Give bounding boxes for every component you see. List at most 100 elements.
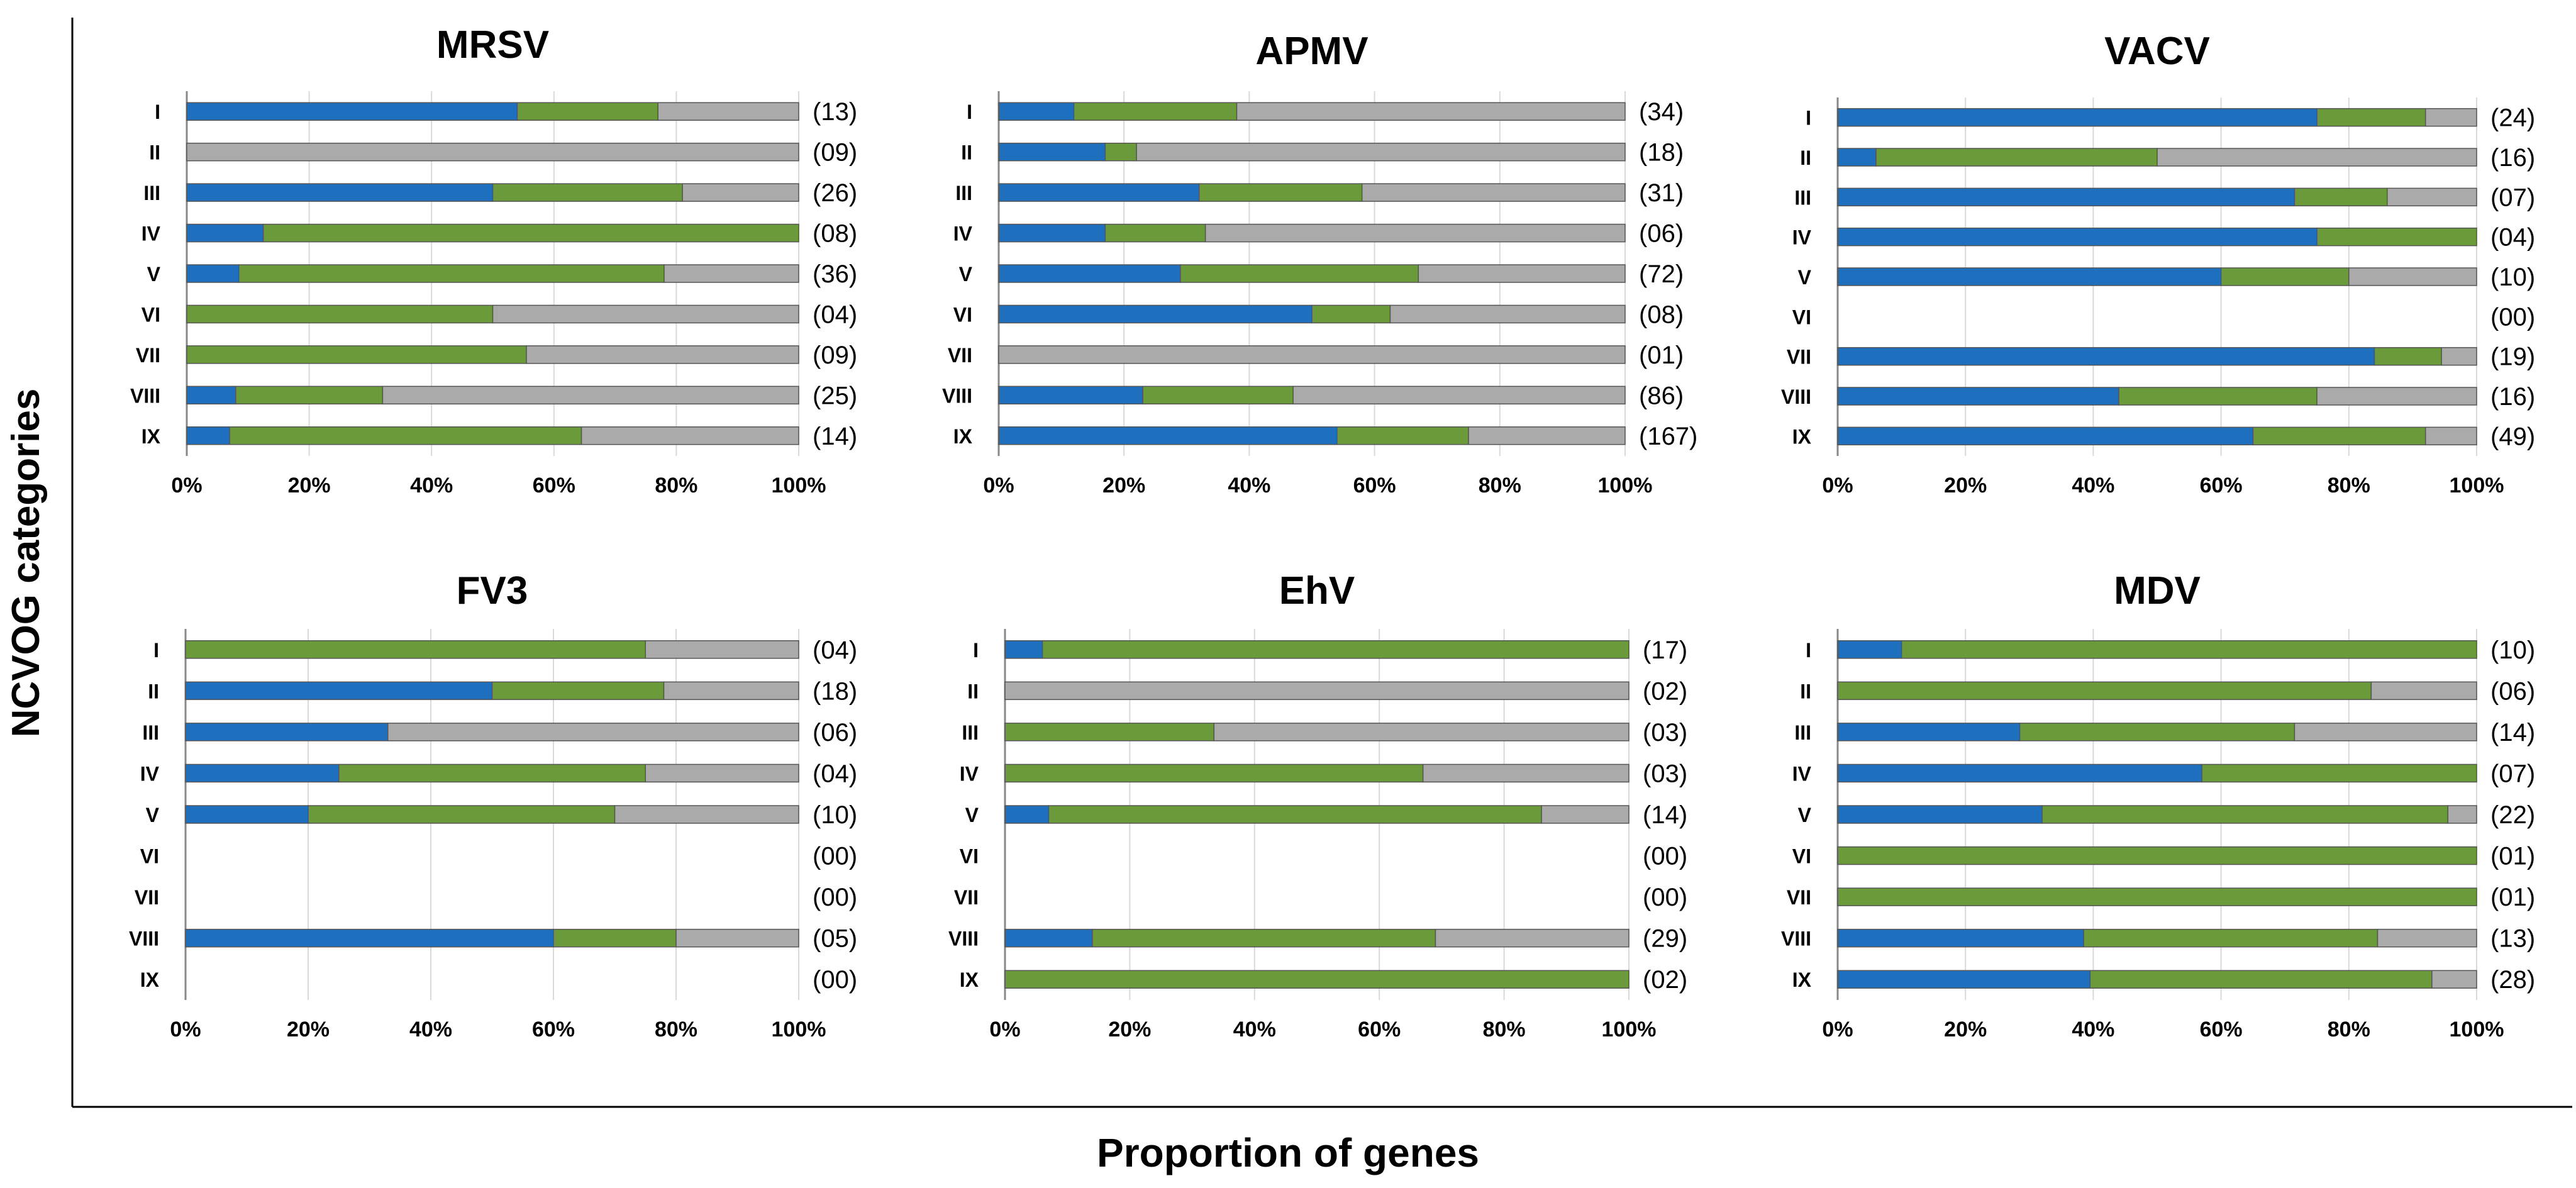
x-tick-label: 100%	[1598, 474, 1653, 497]
bar-segment-blue	[998, 102, 1075, 121]
count-label: (36)	[813, 260, 857, 288]
bar-segment-gray	[2316, 387, 2477, 406]
x-tick-label: 0%	[170, 1018, 201, 1041]
count-label: (28)	[2490, 966, 2535, 994]
y-tick-label: III	[142, 721, 159, 744]
bar-segment-gray	[1136, 142, 1626, 162]
bar-segment-green	[238, 264, 665, 283]
chart-panel-ehv: EhV 0% 20% 40% 60% 80% 100% I (17) II (02) III (03) I…	[948, 569, 1687, 1041]
x-tick-label: 100%	[2450, 474, 2504, 497]
count-label: (14)	[2490, 719, 2535, 747]
bar-segment-green	[308, 805, 616, 824]
bar-segment-green	[1311, 304, 1391, 324]
y-tick-label: VI	[1792, 306, 1811, 328]
chart-title: MRSV	[436, 23, 549, 67]
bar-segment-green	[1837, 846, 2477, 865]
bar-segment-blue	[998, 426, 1338, 445]
bar-segment-green	[2201, 763, 2477, 783]
x-tick-label: 60%	[2200, 1018, 2243, 1041]
y-tick-label: V	[146, 804, 160, 826]
y-tick-label: VII	[1787, 346, 1811, 369]
chart-panel-apmv: APMV 0% 20% 40% 60% 80% 100% I (34) II (18) III (31)…	[942, 30, 1697, 497]
x-tick-label: 100%	[772, 474, 826, 497]
bar-segment-gray	[2370, 681, 2477, 701]
bar-segment-green	[1104, 223, 1206, 243]
y-tick-label: IX	[140, 969, 160, 991]
bar-segment-green	[186, 345, 527, 364]
bar-segment-blue	[1004, 928, 1093, 948]
count-label: (04)	[813, 636, 857, 664]
count-label: (04)	[2490, 224, 2535, 252]
y-tick-label: IX	[953, 425, 973, 448]
bar-segment-blue	[998, 304, 1313, 324]
bar-segment-blue	[185, 723, 389, 741]
count-label: (03)	[1643, 719, 1687, 747]
count-label: (09)	[813, 139, 857, 167]
bar-segment-blue	[185, 928, 554, 948]
bar-segment-green	[1004, 763, 1424, 783]
figure-xlabel: Proportion of genes	[1097, 1130, 1479, 1175]
bar-segment-green	[1901, 640, 2477, 659]
bar-segment-blue	[998, 223, 1106, 243]
count-label: (10)	[2490, 636, 2535, 664]
count-label: (86)	[1639, 382, 1684, 409]
bar-segment-blue	[186, 386, 236, 405]
bar-segment-gray	[1361, 183, 1626, 202]
y-tick-label: VI	[1792, 845, 1811, 868]
bar-segment-gray	[645, 763, 799, 783]
bar-segment-green	[1336, 426, 1469, 445]
bar-segment-green	[186, 304, 494, 324]
y-tick-label: III	[955, 182, 972, 204]
bar-segment-green	[516, 102, 658, 121]
bar-segment-gray	[1004, 681, 1629, 701]
bar-segment-gray	[675, 928, 799, 948]
chart-title: FV3	[457, 569, 528, 613]
y-tick-label: VII	[954, 886, 979, 909]
x-tick-label: 60%	[533, 474, 575, 497]
y-tick-label: I	[1806, 107, 1811, 130]
x-tick-label: 40%	[410, 474, 453, 497]
chart-panel-vacv: VACV 0% 20% 40% 60% 80% 100% I (24) II (16) III (07)…	[1781, 30, 2535, 497]
bar-segment-gray	[1435, 928, 1629, 948]
bar-segment-green	[2089, 970, 2433, 989]
count-label: (72)	[1639, 260, 1684, 288]
bar-segment-green	[2316, 227, 2477, 247]
bar-segment-green	[2373, 347, 2442, 366]
x-tick-label: 20%	[1102, 474, 1145, 497]
chart-title: EhV	[1279, 569, 1355, 613]
bar-segment-green	[1142, 386, 1294, 405]
bar-segment-green	[491, 681, 665, 701]
x-tick-label: 80%	[2328, 474, 2370, 497]
bar-segment-green	[1073, 102, 1238, 121]
chart-title: APMV	[1255, 30, 1368, 73]
count-label: (00)	[1643, 884, 1687, 911]
bar-segment-blue	[1837, 763, 2202, 783]
y-tick-label: I	[155, 101, 160, 123]
bar-segment-gray	[1204, 223, 1626, 243]
y-tick-label: IX	[960, 969, 979, 991]
bar-segment-gray	[2348, 267, 2477, 286]
bar-segment-gray	[1213, 723, 1629, 741]
bar-segment-blue	[1837, 108, 2318, 127]
bar-segment-blue	[1837, 267, 2222, 286]
bar-segment-gray	[580, 426, 799, 445]
bar-segment-blue	[1004, 640, 1043, 659]
count-label: (26)	[813, 179, 857, 207]
y-tick-label: VIII	[1781, 928, 1811, 950]
count-label: (29)	[1643, 925, 1687, 953]
y-tick-label: II	[967, 680, 979, 702]
x-tick-label: 40%	[1233, 1018, 1276, 1041]
bar-segment-gray	[663, 264, 799, 283]
count-label: (01)	[2490, 843, 2535, 870]
y-tick-label: IX	[1792, 425, 1812, 448]
bar-segment-blue	[998, 386, 1143, 405]
bar-segment-blue	[1837, 970, 2091, 989]
bar-segment-blue	[1837, 148, 1877, 167]
count-label: (01)	[2490, 884, 2535, 911]
x-tick-label: 20%	[1944, 1018, 1987, 1041]
y-tick-label: V	[147, 263, 161, 286]
bar-segment-green	[553, 928, 677, 948]
count-label: (01)	[1639, 341, 1684, 369]
bar-segment-gray	[645, 640, 799, 659]
bar-segment-green	[2019, 723, 2296, 741]
